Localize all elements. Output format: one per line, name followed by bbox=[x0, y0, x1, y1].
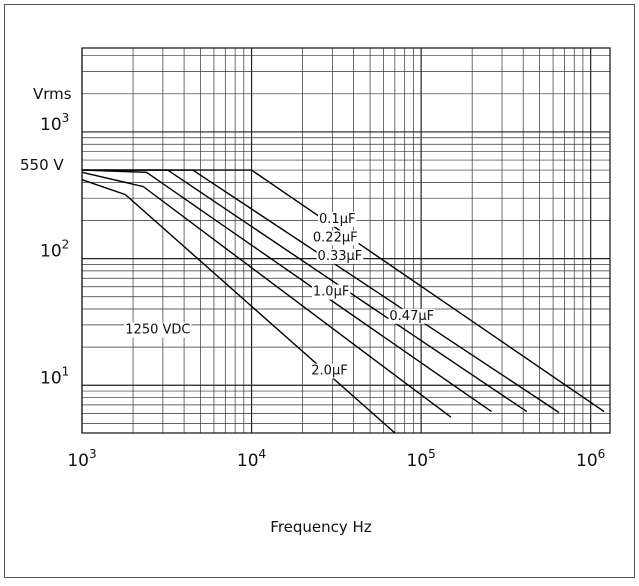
x-tick-label: 103 bbox=[67, 447, 96, 471]
curve-0.47µF bbox=[81, 169, 492, 413]
curve-label-bg bbox=[316, 248, 364, 264]
y-tick-label: 101 bbox=[40, 364, 69, 388]
curve-label-1.0µF: 1.0µF bbox=[313, 285, 349, 300]
y-axis-label: Vrms bbox=[33, 85, 72, 103]
curve-label-bg bbox=[311, 230, 359, 246]
curve-label-0.47µF: 0.47µF bbox=[389, 309, 434, 324]
curve-label-bg bbox=[318, 211, 357, 227]
curve-label-0.33µF: 0.33µF bbox=[318, 249, 363, 264]
curve-0.33µF bbox=[82, 169, 528, 413]
curve-label-bg bbox=[388, 308, 436, 324]
y-tick-labels: 103 102 101 bbox=[40, 111, 69, 388]
x-tick-label: 105 bbox=[406, 447, 435, 471]
x-tick-label: 104 bbox=[237, 447, 266, 471]
voltage-rating-annotation: 1250 VDC bbox=[125, 323, 190, 338]
curve-label-2.0µF: 2.0µF bbox=[311, 364, 347, 379]
y-tick-label: 102 bbox=[40, 238, 69, 262]
plot-border bbox=[81, 47, 611, 434]
y-tick-label: 103 bbox=[40, 111, 69, 135]
x-tick-label: 106 bbox=[576, 447, 605, 471]
y-550v-label: 550 V bbox=[20, 156, 64, 174]
curve-labels: 0.1µF 0.22µF 0.33µF 0.47µF 1.0µF 2.0µF bbox=[310, 211, 436, 379]
annotation-bg bbox=[124, 322, 192, 338]
curve-1.0µF bbox=[81, 171, 452, 418]
curves bbox=[81, 169, 605, 434]
curve-label-0.22µF: 0.22µF bbox=[313, 230, 358, 245]
curve-label-bg bbox=[311, 284, 351, 300]
curve-2.0µF bbox=[81, 179, 396, 434]
x-axis-label: Frequency Hz bbox=[270, 518, 372, 536]
x-tick-labels: 103 104 105 106 bbox=[67, 447, 605, 471]
curve-label-0.1µF: 0.1µF bbox=[319, 212, 355, 227]
curve-label-bg bbox=[310, 363, 349, 379]
